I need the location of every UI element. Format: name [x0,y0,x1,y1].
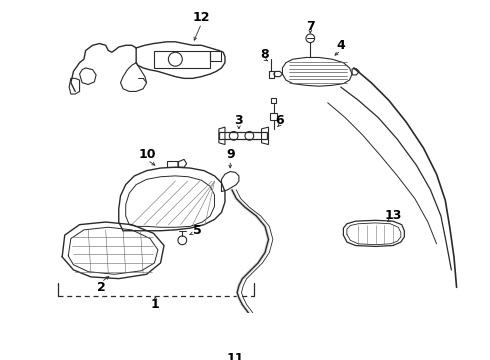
Text: 1: 1 [151,298,160,311]
Text: 11: 11 [227,352,244,360]
Text: 8: 8 [261,48,270,61]
Text: 2: 2 [97,281,106,294]
Text: 5: 5 [193,224,201,237]
Text: 4: 4 [337,39,345,52]
Text: 9: 9 [226,148,235,162]
Text: 13: 13 [384,210,402,222]
Text: 12: 12 [193,11,210,24]
Text: 10: 10 [139,148,156,162]
Text: 6: 6 [275,114,284,127]
Text: 7: 7 [306,20,315,33]
Text: 3: 3 [235,114,243,127]
